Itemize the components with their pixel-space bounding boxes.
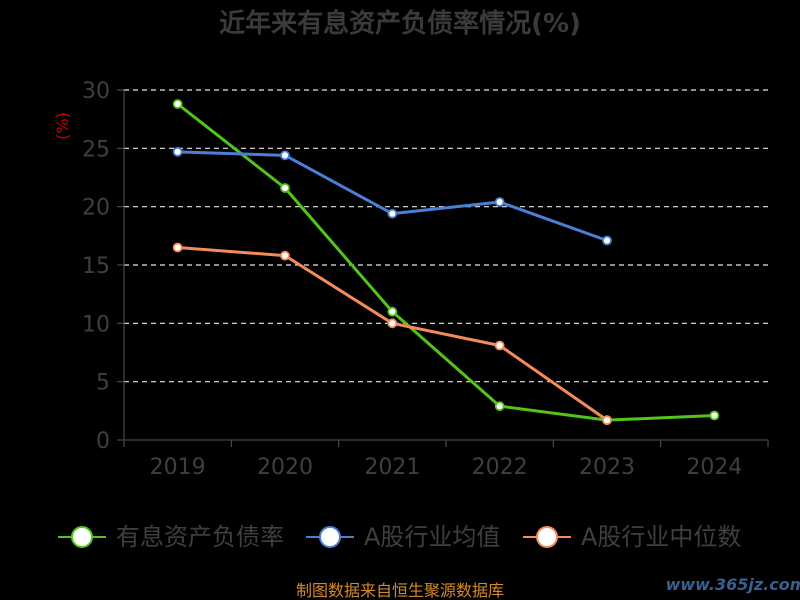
axes: 0 5 10 15 20 25 30 2019 2020 2021 2022 2023 2024 [82,79,769,480]
y-tick-label: 15 [82,254,110,279]
series-1-point[interactable] [494,197,505,207]
legend-marker[interactable] [536,526,558,548]
series-line-1 [177,150,608,242]
x-tick-label: 2019 [150,455,206,480]
series-line-0 [176,102,715,422]
series-1-point[interactable] [602,235,612,246]
x-tick-label: 2021 [364,455,420,480]
x-tick-label: 2022 [472,455,528,480]
grid-lines [124,89,768,383]
series-lines [172,99,720,426]
y-tick-label: 20 [82,196,110,221]
series-2-point[interactable] [172,242,183,253]
series-0-point[interactable] [172,99,183,109]
y-tick-label: 5 [96,371,110,396]
legend-label[interactable]: 有息资产负债率 [116,523,284,551]
x-tick-label: 2023 [579,455,635,480]
chart-title: 近年来有息资产负债率情况(%) [219,8,581,39]
series-2-point[interactable] [387,318,398,329]
x-tick-label: 2024 [686,455,742,480]
legend: 有息资产负债率 A股行业均值 A股行业中位数 [58,523,741,551]
series-2-point[interactable] [280,250,290,261]
legend-marker[interactable] [319,526,341,548]
series-1-point[interactable] [280,150,290,161]
y-axis-unit: (%) [53,112,72,140]
series-0-point[interactable] [280,183,290,193]
series-0-point[interactable] [494,401,505,412]
series-0-point[interactable] [709,410,720,421]
y-tick-label: 25 [82,137,110,162]
legend-label[interactable]: A股行业中位数 [581,523,741,551]
series-1-point[interactable] [387,208,398,219]
y-tick-label: 30 [82,79,110,104]
watermark: www.365jz.com [666,575,800,594]
x-tick-label: 2020 [257,455,313,480]
series-0-point[interactable] [387,306,398,317]
series-line-2 [177,246,608,422]
y-tick-label: 10 [82,312,110,337]
legend-marker[interactable] [71,526,93,548]
y-tick-label: 0 [96,429,110,454]
legend-label[interactable]: A股行业均值 [364,523,500,551]
data-source-note: 制图数据来自恒生聚源数据库 [296,581,504,600]
series-1-point[interactable] [172,146,183,157]
series-2-point[interactable] [494,340,505,351]
series-2-point[interactable] [602,415,612,426]
